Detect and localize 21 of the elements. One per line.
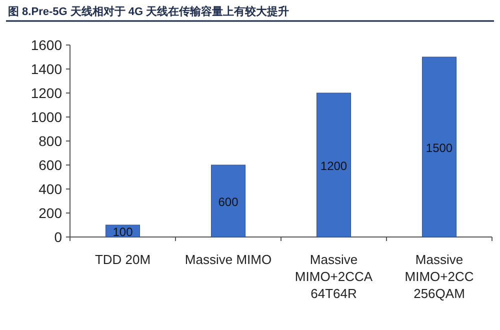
y-tick-label: 400	[38, 181, 62, 197]
y-tick-label: 600	[38, 157, 62, 173]
data-label: 600	[218, 195, 239, 209]
bar	[211, 164, 246, 238]
bar	[316, 92, 351, 238]
y-tick-label: 1400	[30, 61, 62, 77]
x-tick-label: Massive MIMO	[184, 252, 272, 267]
y-tick-label: 0	[54, 229, 62, 245]
x-tick-label: Massive MIMO+2CC 256QAM	[404, 252, 474, 301]
y-tick-label: 800	[38, 133, 62, 149]
x-tick-label: Massive MIMO+2CCA 64T64R	[294, 252, 373, 301]
data-label: 1200	[320, 159, 348, 173]
y-tick-label: 200	[38, 205, 62, 221]
y-tick-label: 1200	[30, 85, 62, 101]
data-label: 100	[112, 225, 134, 239]
y-tick-label: 1000	[30, 109, 62, 125]
x-tick-label: TDD 20M	[94, 252, 151, 267]
y-tick-label: 1600	[30, 37, 62, 53]
bar	[422, 56, 456, 238]
chart-title: 图 8.Pre-5G 天线相对于 4G 天线在传输容量上有较大提升	[8, 5, 290, 18]
data-label: 1500	[426, 141, 453, 155]
